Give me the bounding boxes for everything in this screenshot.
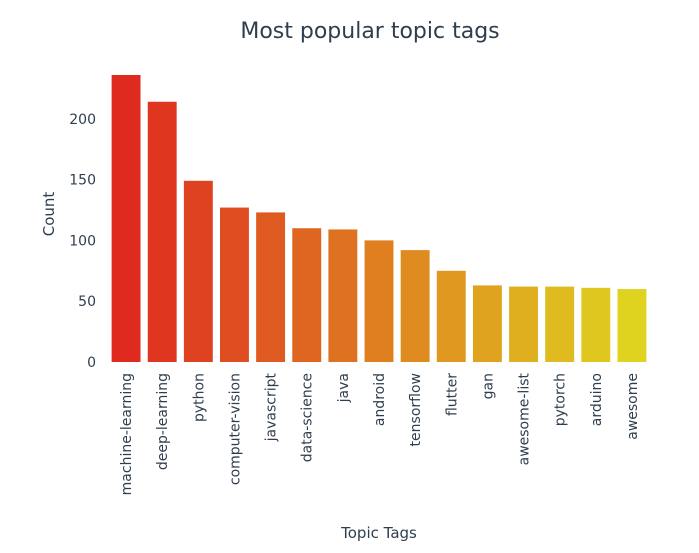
y-axis-ticks: 0 50 100 150 200 <box>69 112 96 371</box>
x-tick-label: machine-learning <box>119 373 135 495</box>
bar <box>183 180 213 362</box>
x-tick-label: deep-learning <box>155 373 171 470</box>
x-tick-label: arduino <box>589 373 605 426</box>
chart-title: Most popular topic tags <box>240 19 499 44</box>
y-tick-label: 0 <box>87 355 96 371</box>
x-tick-label: flutter <box>444 373 460 416</box>
bar <box>436 270 466 362</box>
bar <box>111 75 141 362</box>
y-tick-label: 100 <box>69 233 96 249</box>
bar <box>292 228 322 362</box>
x-tick-label: android <box>372 373 388 426</box>
bar <box>328 229 358 362</box>
bar <box>256 212 286 362</box>
x-tick-label: data-science <box>300 373 316 462</box>
y-axis-title: Count <box>40 192 58 237</box>
x-tick-label: java <box>336 373 352 403</box>
x-tick-label: gan <box>480 373 496 399</box>
x-tick-label: python <box>191 373 207 422</box>
bar <box>220 207 249 362</box>
x-axis-title: Topic Tags <box>340 524 417 542</box>
x-axis-ticks: machine-learning deep-learning python compu… <box>119 372 641 495</box>
bar <box>472 285 502 362</box>
bar <box>509 286 538 362</box>
bar <box>364 240 394 362</box>
x-tick-label: tensorflow <box>408 373 424 446</box>
bar <box>400 250 430 362</box>
x-tick-label: computer-vision <box>227 373 243 485</box>
y-tick-label: 150 <box>69 173 96 189</box>
bar <box>581 287 611 362</box>
x-tick-label: javascript <box>264 373 280 443</box>
bar <box>545 286 575 362</box>
y-tick-label: 200 <box>69 112 96 128</box>
bar <box>617 289 647 362</box>
bars-group <box>111 75 647 362</box>
x-tick-label: awesome-list <box>517 372 533 465</box>
bar <box>147 101 177 362</box>
y-tick-label: 50 <box>78 294 96 310</box>
x-tick-label: pytorch <box>553 373 569 426</box>
x-tick-label: awesome <box>625 373 641 440</box>
